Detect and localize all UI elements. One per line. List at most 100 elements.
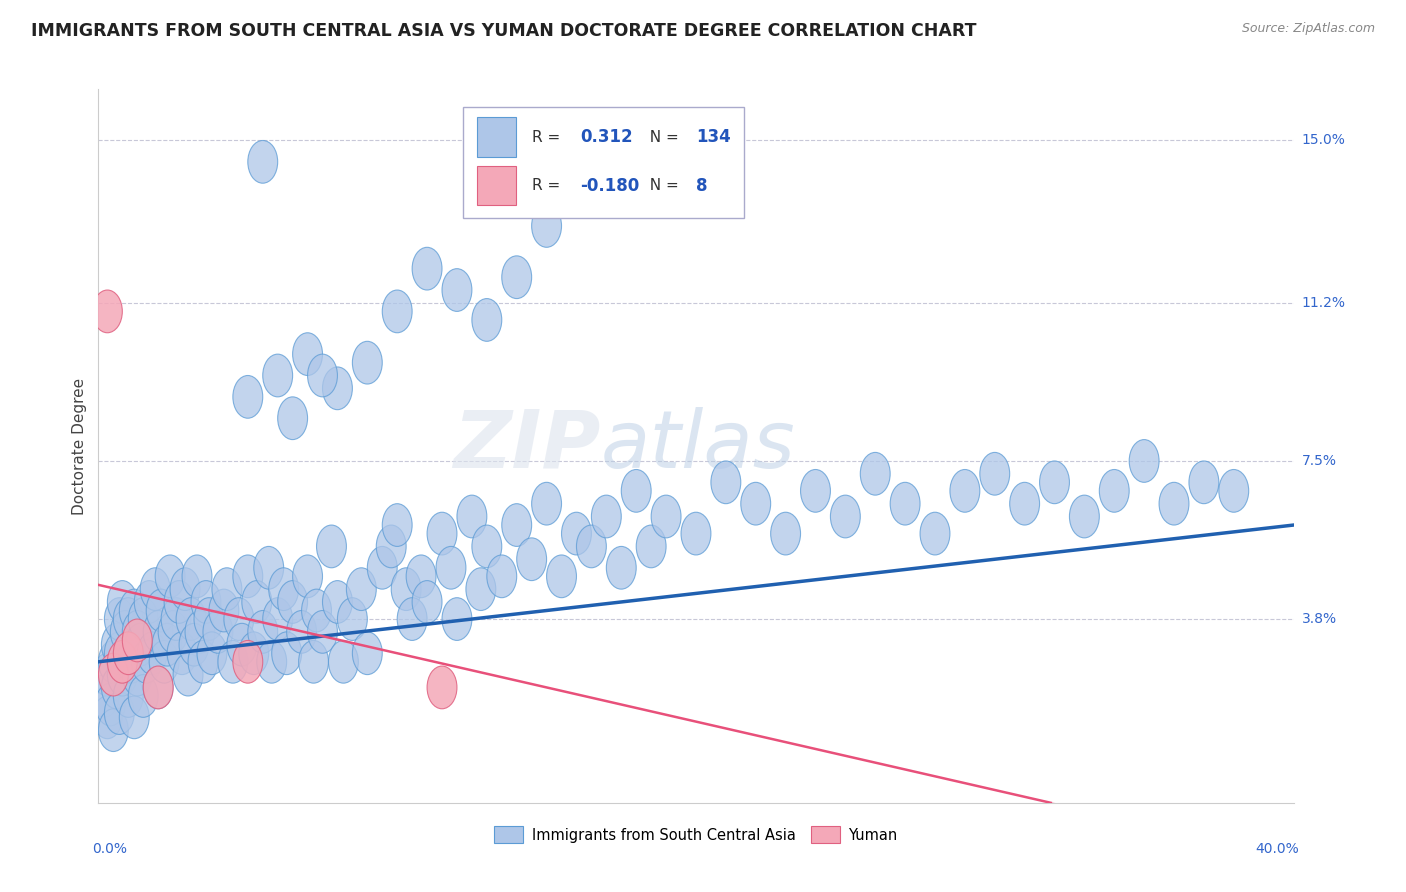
Ellipse shape bbox=[308, 610, 337, 653]
Ellipse shape bbox=[107, 653, 138, 696]
Ellipse shape bbox=[233, 376, 263, 418]
Ellipse shape bbox=[122, 610, 152, 653]
Ellipse shape bbox=[114, 632, 143, 674]
Ellipse shape bbox=[149, 640, 179, 683]
Text: 0.312: 0.312 bbox=[581, 128, 633, 146]
Ellipse shape bbox=[502, 256, 531, 299]
Ellipse shape bbox=[278, 581, 308, 624]
Ellipse shape bbox=[292, 555, 322, 598]
Ellipse shape bbox=[269, 568, 298, 610]
Ellipse shape bbox=[242, 581, 271, 624]
Ellipse shape bbox=[531, 483, 561, 525]
Ellipse shape bbox=[263, 354, 292, 397]
Ellipse shape bbox=[1010, 483, 1039, 525]
Ellipse shape bbox=[278, 397, 308, 440]
Ellipse shape bbox=[382, 504, 412, 547]
Ellipse shape bbox=[135, 581, 165, 624]
Ellipse shape bbox=[1070, 495, 1099, 538]
Ellipse shape bbox=[1219, 469, 1249, 512]
Ellipse shape bbox=[427, 666, 457, 709]
Ellipse shape bbox=[96, 683, 125, 726]
Ellipse shape bbox=[101, 624, 131, 666]
Ellipse shape bbox=[209, 589, 239, 632]
Ellipse shape bbox=[502, 504, 531, 547]
Ellipse shape bbox=[263, 598, 292, 640]
Ellipse shape bbox=[143, 666, 173, 709]
Ellipse shape bbox=[212, 568, 242, 610]
Text: 11.2%: 11.2% bbox=[1302, 296, 1346, 310]
Ellipse shape bbox=[406, 555, 436, 598]
Ellipse shape bbox=[125, 624, 155, 666]
Text: 0.0%: 0.0% bbox=[93, 842, 128, 856]
Ellipse shape bbox=[104, 598, 135, 640]
Text: 7.5%: 7.5% bbox=[1302, 454, 1337, 468]
Ellipse shape bbox=[107, 581, 138, 624]
Ellipse shape bbox=[93, 653, 122, 696]
Ellipse shape bbox=[576, 525, 606, 568]
FancyBboxPatch shape bbox=[477, 166, 516, 205]
Ellipse shape bbox=[322, 581, 353, 624]
Ellipse shape bbox=[441, 598, 472, 640]
Ellipse shape bbox=[353, 342, 382, 384]
Ellipse shape bbox=[167, 632, 197, 674]
Ellipse shape bbox=[329, 640, 359, 683]
Text: 40.0%: 40.0% bbox=[1256, 842, 1299, 856]
FancyBboxPatch shape bbox=[477, 118, 516, 157]
Ellipse shape bbox=[197, 632, 226, 674]
Ellipse shape bbox=[122, 653, 152, 696]
Legend: Immigrants from South Central Asia, Yuman: Immigrants from South Central Asia, Yuma… bbox=[488, 821, 904, 849]
Ellipse shape bbox=[179, 624, 209, 666]
Ellipse shape bbox=[398, 598, 427, 640]
Ellipse shape bbox=[162, 598, 191, 640]
Ellipse shape bbox=[287, 610, 316, 653]
Ellipse shape bbox=[98, 640, 128, 683]
Ellipse shape bbox=[412, 247, 441, 290]
Ellipse shape bbox=[1039, 461, 1070, 504]
Ellipse shape bbox=[93, 696, 122, 739]
Ellipse shape bbox=[131, 640, 162, 683]
Ellipse shape bbox=[111, 610, 141, 653]
Ellipse shape bbox=[651, 495, 681, 538]
Ellipse shape bbox=[800, 469, 831, 512]
Ellipse shape bbox=[427, 512, 457, 555]
Ellipse shape bbox=[224, 598, 254, 640]
Ellipse shape bbox=[186, 610, 215, 653]
Text: 3.8%: 3.8% bbox=[1302, 612, 1337, 626]
Ellipse shape bbox=[114, 632, 143, 674]
Ellipse shape bbox=[606, 547, 637, 589]
Ellipse shape bbox=[301, 589, 332, 632]
Ellipse shape bbox=[120, 589, 149, 632]
Ellipse shape bbox=[770, 512, 800, 555]
Ellipse shape bbox=[531, 204, 561, 247]
Ellipse shape bbox=[391, 568, 422, 610]
Ellipse shape bbox=[120, 696, 149, 739]
Ellipse shape bbox=[173, 653, 202, 696]
Ellipse shape bbox=[472, 299, 502, 342]
Ellipse shape bbox=[382, 290, 412, 333]
Ellipse shape bbox=[226, 624, 257, 666]
Ellipse shape bbox=[104, 691, 135, 734]
Ellipse shape bbox=[117, 640, 146, 683]
Ellipse shape bbox=[128, 598, 159, 640]
Ellipse shape bbox=[98, 709, 128, 752]
Ellipse shape bbox=[247, 610, 278, 653]
Ellipse shape bbox=[920, 512, 950, 555]
Ellipse shape bbox=[860, 452, 890, 495]
Ellipse shape bbox=[441, 268, 472, 311]
Ellipse shape bbox=[191, 581, 221, 624]
Text: R =: R = bbox=[533, 178, 565, 193]
Ellipse shape bbox=[1129, 440, 1159, 483]
Ellipse shape bbox=[517, 538, 547, 581]
Ellipse shape bbox=[950, 469, 980, 512]
Ellipse shape bbox=[637, 525, 666, 568]
Ellipse shape bbox=[457, 495, 486, 538]
Ellipse shape bbox=[980, 452, 1010, 495]
Text: N =: N = bbox=[640, 178, 683, 193]
Ellipse shape bbox=[681, 512, 711, 555]
Ellipse shape bbox=[353, 632, 382, 674]
Ellipse shape bbox=[146, 589, 176, 632]
Ellipse shape bbox=[188, 640, 218, 683]
Ellipse shape bbox=[831, 495, 860, 538]
Ellipse shape bbox=[254, 547, 284, 589]
Ellipse shape bbox=[561, 512, 592, 555]
